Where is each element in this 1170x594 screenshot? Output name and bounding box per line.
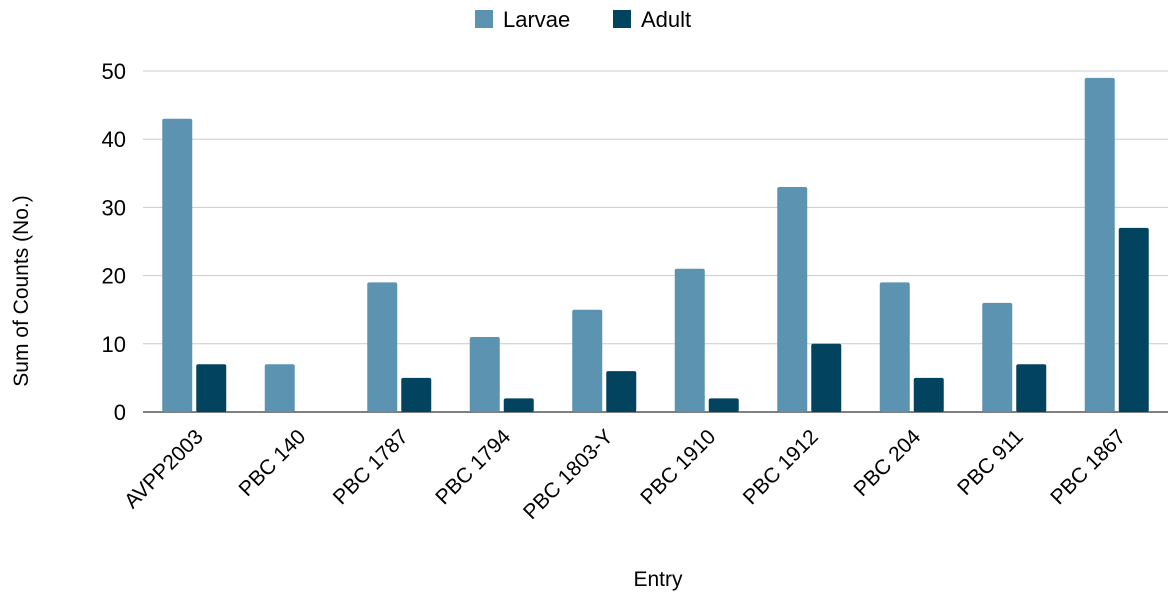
x-tick-label: PBC 1794: [431, 425, 515, 509]
bar-larvae-pbc-1803-y: [572, 309, 603, 412]
x-tick-label: PBC 140: [235, 425, 311, 501]
x-axis-ticks: AVPP2003 PBC 140 PBC 1787 PBC 1794 PBC 1803-…: [120, 425, 1130, 524]
x-tick-label: PBC 1910: [636, 425, 720, 509]
x-tick-label: PBC 1787: [329, 425, 413, 509]
legend-swatch-adult: [613, 10, 631, 28]
bar-larvae-pbc-1787: [367, 282, 398, 412]
x-tick-label: PBC 911: [953, 425, 1028, 500]
bar-larvae-avpp2003: [162, 118, 193, 413]
bar-adult-pbc-1867: [1118, 227, 1149, 412]
y-tick-label: 30: [102, 195, 126, 220]
bar-adult-pbc-204: [913, 377, 944, 412]
bar-adult-pbc-1912: [811, 343, 842, 412]
x-tick-label: AVPP2003: [120, 425, 208, 513]
x-tick-label: PBC 1912: [739, 425, 823, 509]
bar-adult-pbc-1910: [708, 398, 739, 412]
bar-larvae-pbc-1912: [777, 186, 808, 412]
bar-adult-pbc-911: [1016, 364, 1047, 412]
y-axis-ticks: 0 10 20 30 40 50: [102, 59, 126, 425]
y-tick-label: 40: [102, 127, 126, 152]
bar-larvae-pbc-1867: [1084, 77, 1115, 412]
x-tick-label: PBC 1803-Y: [519, 425, 618, 524]
x-axis-title: Entry: [633, 568, 683, 591]
bar-adult-pbc-1794: [503, 398, 534, 412]
bar-larvae-pbc-1910: [674, 268, 705, 412]
bar-adult-avpp2003: [196, 364, 227, 412]
bars: [162, 77, 1149, 413]
bar-larvae-pbc-140: [264, 364, 295, 412]
y-axis-title: Sum of Counts (No.): [10, 195, 33, 386]
legend-label-larvae: Larvae: [503, 7, 570, 32]
legend: Larvae Adult: [475, 7, 691, 32]
bar-larvae-pbc-911: [982, 302, 1013, 412]
y-tick-label: 50: [102, 59, 126, 84]
legend-swatch-larvae: [475, 10, 493, 28]
legend-label-adult: Adult: [641, 7, 691, 32]
bar-adult-pbc-1803-y: [606, 371, 637, 412]
bar-adult-pbc-1787: [401, 377, 432, 412]
bar-larvae-pbc-204: [879, 282, 910, 412]
x-tick-label: PBC 1867: [1046, 425, 1130, 509]
y-tick-label: 0: [114, 400, 126, 425]
y-tick-label: 20: [102, 264, 126, 289]
x-tick-label: PBC 204: [850, 425, 926, 501]
gridlines: [143, 70, 1168, 413]
y-tick-label: 10: [102, 332, 126, 357]
bar-larvae-pbc-1794: [469, 336, 500, 412]
